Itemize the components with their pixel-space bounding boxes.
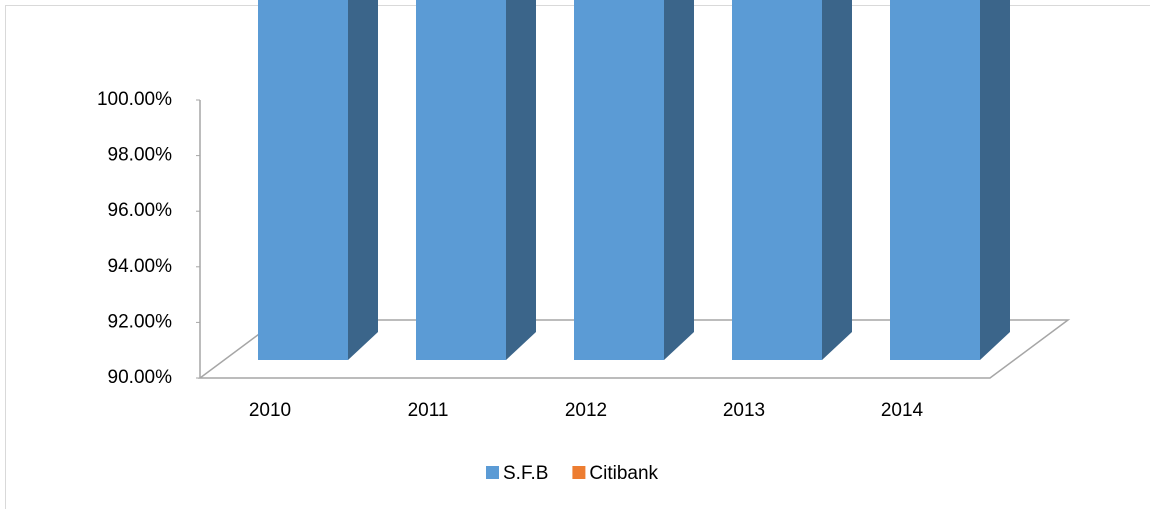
legend-label: Citibank [589,463,658,484]
bar-side [664,0,694,360]
y-tick-label: 96.00% [108,200,173,221]
bar-side [822,0,852,360]
y-tick-label: 92.00% [108,311,173,332]
x-tick-label: 2011 [408,400,449,421]
bar-front [416,0,506,360]
x-tick-label: 2013 [723,400,765,421]
bar-side [348,0,378,360]
bar-front [258,0,348,360]
bar-side [980,0,1010,360]
bar-front [732,0,822,360]
x-tick-label: 2010 [249,400,291,421]
y-tick-label: 98.00% [108,145,173,166]
legend-label: S.F.B [503,463,548,484]
legend-swatch [572,466,586,479]
x-tick-label: 2014 [881,400,924,421]
bar-front [574,0,664,360]
y-tick-label: 90.00% [108,367,173,388]
legend-swatch [486,466,499,479]
y-tick-label: 100.00% [97,89,172,110]
bar-front [890,0,980,360]
y-tick-label: 94.00% [108,256,173,277]
bar-side [506,0,536,360]
x-tick-label: 2012 [565,400,607,421]
floor [197,319,1071,379]
